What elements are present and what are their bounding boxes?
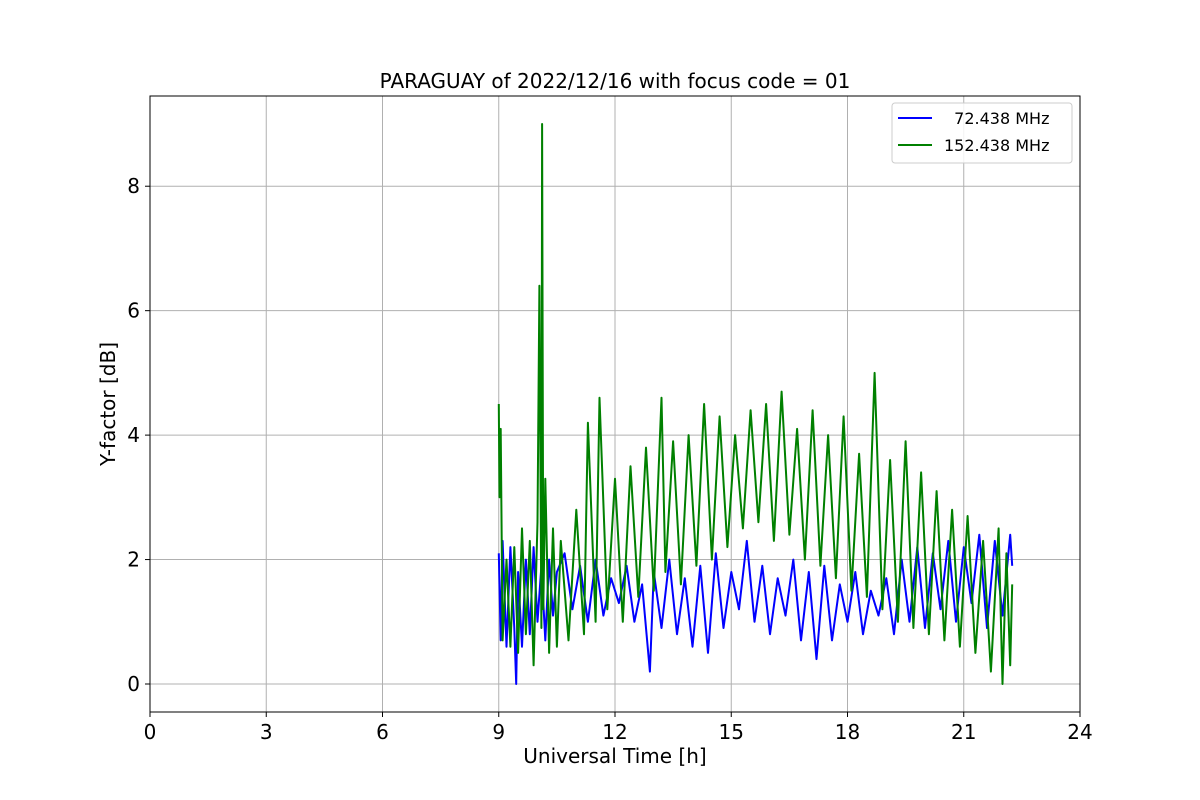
x-axis: 0 3 6 9 12 15 18 21 24 [144, 712, 1093, 744]
y-tick-label: 4 [127, 423, 140, 447]
y-tick-label: 0 [127, 672, 140, 696]
legend-label-series-2: 152.438 MHz [944, 136, 1049, 155]
legend-label-series-1: 72.438 MHz [944, 109, 1049, 128]
x-tick-label: 12 [602, 720, 627, 744]
x-tick-label: 21 [951, 720, 976, 744]
y-tick-label: 6 [127, 299, 140, 323]
x-tick-label: 9 [492, 720, 505, 744]
x-axis-label: Universal Time [h] [523, 744, 706, 768]
x-tick-label: 24 [1067, 720, 1092, 744]
legend-box [891, 102, 1073, 164]
legend: 72.438 MHz 152.438 MHz [891, 102, 1073, 164]
plot-lines [497, 123, 1014, 685]
x-tick-label: 0 [144, 720, 157, 744]
x-tick-label: 3 [260, 720, 273, 744]
y-tick-label: 2 [127, 548, 140, 572]
y-axis: 0 2 4 6 8 [127, 174, 150, 696]
x-tick-label: 15 [719, 720, 744, 744]
x-tick-label: 6 [376, 720, 389, 744]
series-line-2 [497, 123, 1014, 685]
chart-title: PARAGUAY of 2022/12/16 with focus code =… [380, 69, 851, 93]
y-tick-label: 8 [127, 174, 140, 198]
x-tick-label: 18 [835, 720, 860, 744]
y-axis-label: Y-factor [dB] [96, 342, 120, 467]
